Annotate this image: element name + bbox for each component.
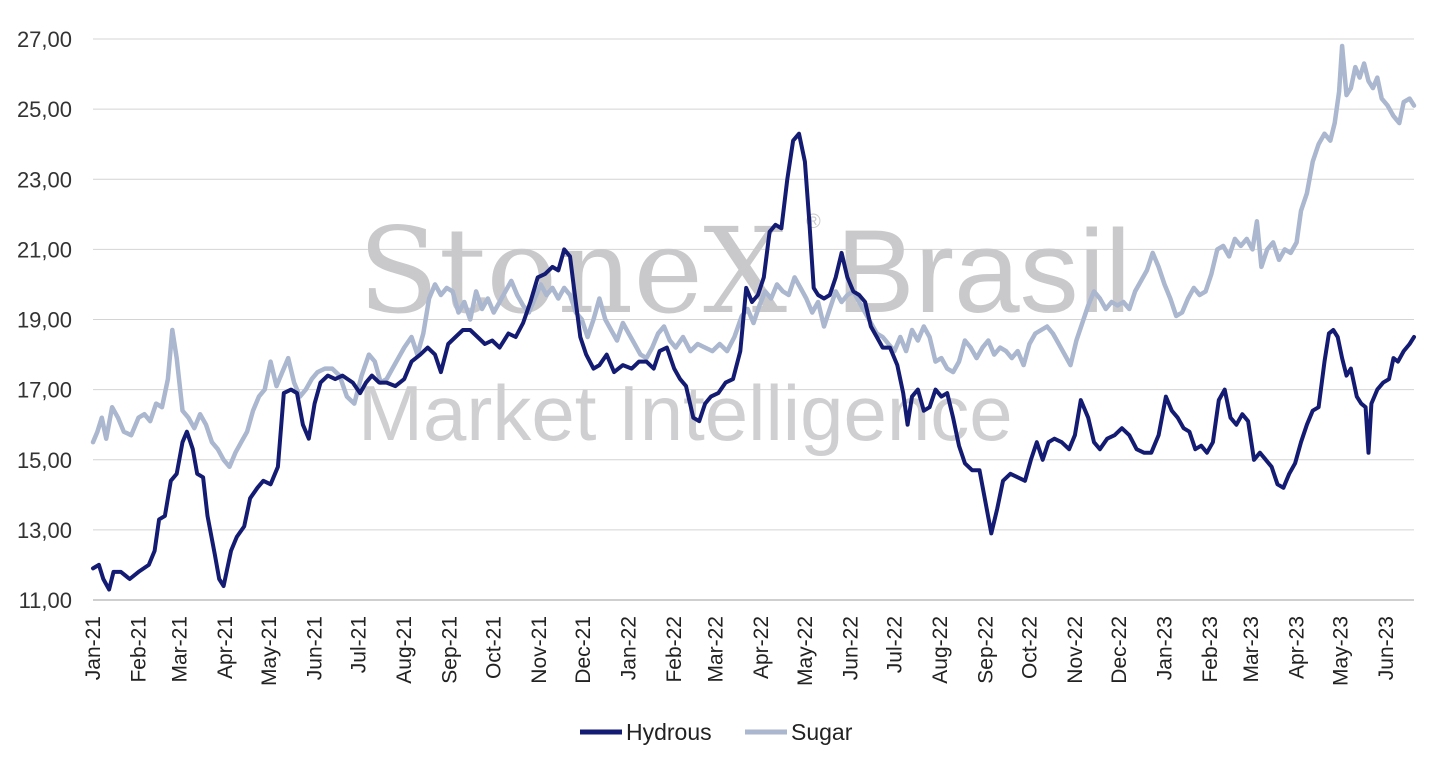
y-tick-label: 15,00	[17, 448, 72, 473]
x-tick-label: Feb-22	[663, 616, 686, 683]
x-tick-label: Sep-22	[974, 616, 997, 684]
watermark-brand2: Brasil	[836, 206, 1131, 338]
y-tick-label: 17,00	[17, 378, 72, 403]
x-tick-label: Jun-23	[1375, 616, 1398, 680]
x-tick-label: Mar-21	[169, 616, 192, 683]
x-tick-label: Nov-22	[1064, 616, 1087, 684]
x-tick-label: Mar-23	[1240, 616, 1263, 683]
legend-sugar-label: Sugar	[791, 719, 853, 745]
x-tick-label: Mar-22	[704, 616, 727, 683]
legend: Hydrous Sugar	[580, 719, 853, 745]
x-axis-ticks: Jan-21 Feb-21 Mar-21 Apr-21 May-21 Jun-21 Jul-…	[82, 616, 1398, 686]
x-tick-label: Sep-21	[439, 616, 462, 684]
series-lines	[90, 43, 1417, 592]
series-line-sugar	[90, 43, 1417, 470]
y-tick-label: 19,00	[17, 308, 72, 333]
x-tick-label: Dec-21	[572, 616, 595, 684]
x-tick-label: Apr-21	[214, 616, 237, 679]
y-tick-label: 25,00	[17, 97, 72, 122]
series-line-hydrous	[91, 131, 1416, 592]
x-tick-label: Feb-21	[128, 616, 151, 683]
watermark: StoneX ® Brasil Market Intelligence	[358, 202, 1131, 457]
y-tick-label: 23,00	[17, 167, 72, 192]
x-tick-label: Jun-22	[839, 616, 862, 680]
x-tick-label: Jan-23	[1153, 616, 1176, 680]
x-tick-label: Aug-22	[929, 616, 952, 684]
y-tick-label: 27,00	[17, 27, 72, 52]
y-tick-label: 11,00	[19, 588, 72, 613]
legend-hydrous-label: Hydrous	[626, 719, 712, 745]
x-tick-label: Apr-23	[1286, 616, 1309, 679]
y-axis-ticks: 11,00 13,00 15,00 17,00 19,00 21,00 23,00 25,00…	[17, 27, 72, 613]
x-tick-label: Nov-21	[528, 616, 551, 684]
x-tick-label: Feb-23	[1199, 616, 1222, 683]
x-tick-label: Apr-22	[750, 616, 773, 679]
x-tick-label: Jan-21	[82, 616, 105, 680]
x-tick-label: Jul-22	[883, 616, 906, 673]
x-tick-label: Oct-22	[1018, 616, 1041, 679]
x-tick-label: Jun-21	[304, 616, 327, 680]
watermark-subtitle: Market Intelligence	[358, 369, 1013, 457]
x-tick-label: Dec-22	[1108, 616, 1131, 684]
x-tick-label: Aug-21	[393, 616, 416, 684]
y-tick-label: 21,00	[17, 237, 72, 262]
x-tick-label: Oct-21	[483, 616, 506, 679]
x-tick-label: May-23	[1330, 616, 1353, 686]
x-tick-label: Jan-22	[618, 616, 641, 680]
x-tick-label: Jul-21	[348, 616, 371, 673]
x-tick-label: May-21	[258, 616, 281, 686]
y-tick-label: 13,00	[17, 518, 72, 543]
x-tick-label: May-22	[794, 616, 817, 686]
